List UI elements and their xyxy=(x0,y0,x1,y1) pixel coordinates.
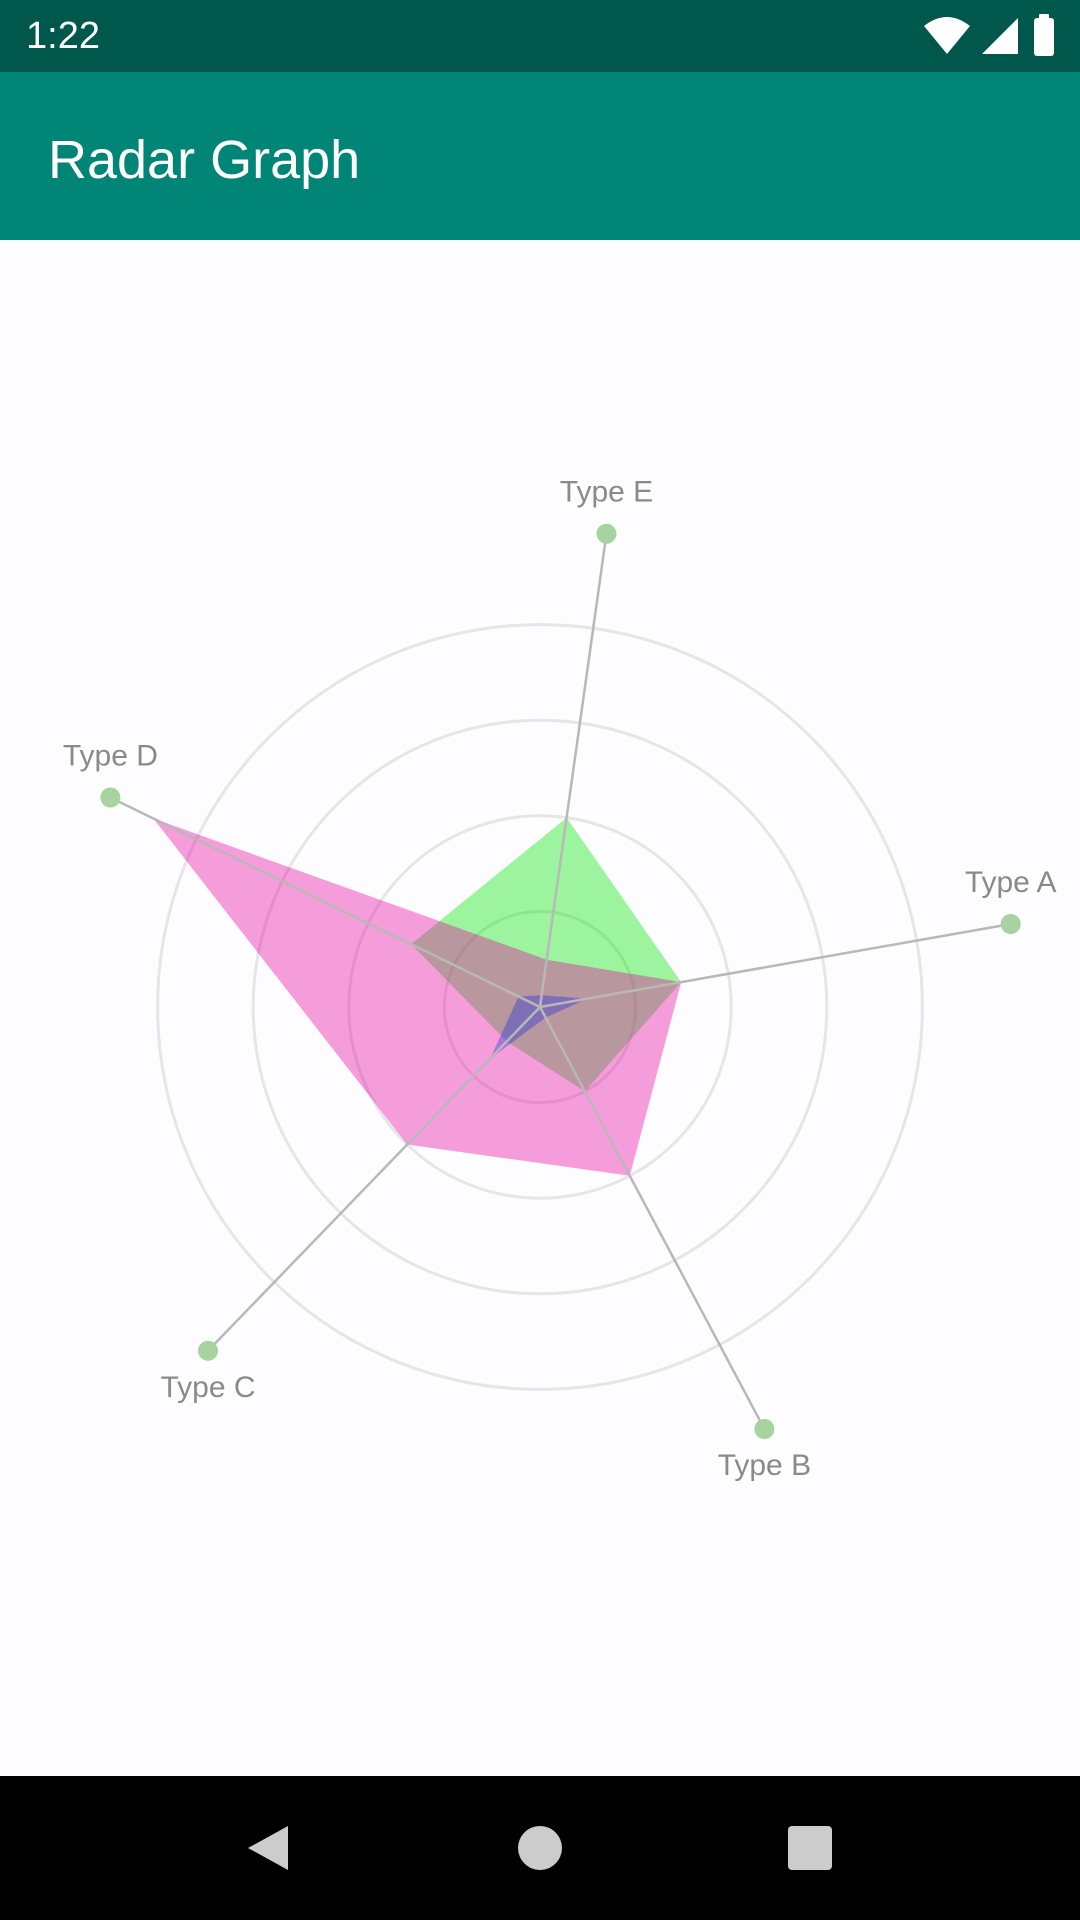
radar-axis-3 xyxy=(207,1006,541,1352)
radar-axis-dot-2 xyxy=(754,1419,775,1439)
radar-axis-dot-1 xyxy=(1000,914,1021,934)
app-title: Radar Graph xyxy=(48,130,361,190)
radar-axis-4 xyxy=(109,796,541,1009)
status-bar: 1:22 xyxy=(0,0,1080,72)
radar-chart: Type A Type B Type C Type D Type E xyxy=(63,476,1057,1482)
wifi-icon xyxy=(924,17,970,54)
app-bar: Radar Graph xyxy=(0,72,1080,240)
radar-ring-4 xyxy=(156,623,924,1391)
radar-axis-2 xyxy=(538,1006,766,1430)
navigation-bar xyxy=(0,1776,1080,1920)
radar-axis-label-4: Type D xyxy=(63,740,158,773)
radar-series-3 xyxy=(490,995,588,1059)
radar-rings xyxy=(156,623,924,1391)
radar-axis-label-5: Type E xyxy=(560,476,653,509)
radar-axis-dot-3 xyxy=(198,1340,218,1361)
radar-ring-2 xyxy=(347,814,733,1200)
radar-axis-5 xyxy=(538,533,608,1008)
recents-icon[interactable] xyxy=(774,1812,846,1884)
status-icons xyxy=(924,14,1054,56)
radar-axis-dot-5 xyxy=(596,523,617,544)
status-time: 1:22 xyxy=(26,15,100,57)
radar-axis-label-3: Type C xyxy=(160,1371,255,1404)
radar-series-2 xyxy=(153,818,682,1176)
radar-axis-label-1: Type A xyxy=(965,866,1057,899)
battery-icon xyxy=(1034,18,1054,56)
radar-axis-label-2: Type B xyxy=(718,1449,811,1482)
radar-axis-labels: Type A Type B Type C Type D Type E xyxy=(63,476,1057,1482)
home-icon[interactable] xyxy=(504,1812,576,1884)
radar-axes xyxy=(100,523,1021,1439)
radar-axis-dot-4 xyxy=(100,787,121,808)
back-icon[interactable] xyxy=(232,1812,304,1884)
cell-signal-icon xyxy=(982,18,1018,54)
radar-axis-1 xyxy=(539,922,1011,1009)
radar-ring-1 xyxy=(442,909,638,1105)
radar-ring-3 xyxy=(251,718,829,1296)
chart-area: Type A Type B Type C Type D Type E xyxy=(0,240,1080,1776)
